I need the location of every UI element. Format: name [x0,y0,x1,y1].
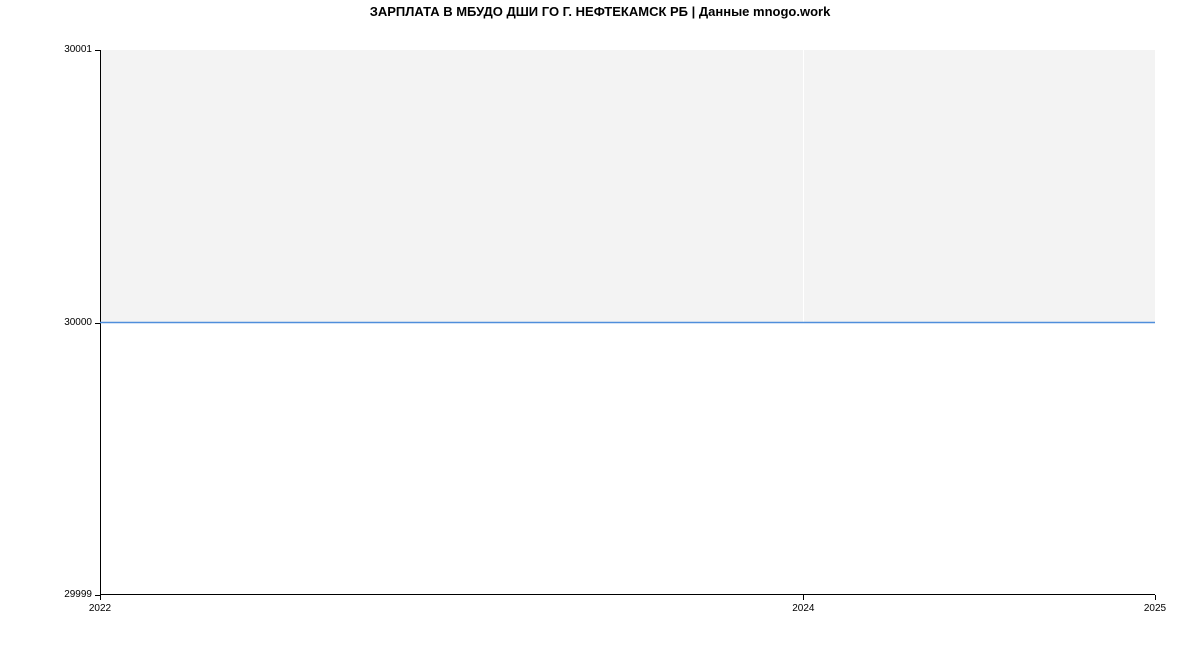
y-tick-label: 30001 [64,44,92,55]
plot-area [100,50,1155,595]
x-tick-label: 2024 [792,603,814,614]
y-tick-mark [95,323,100,324]
y-tick-mark [95,50,100,51]
x-tick-label: 2025 [1144,603,1166,614]
x-tick-label: 2022 [89,603,111,614]
x-tick-mark [1155,595,1156,600]
chart-root: ЗАРПЛАТА В МБУДО ДШИ ГО Г. НЕФТЕКАМСК РБ… [0,0,1200,650]
y-tick-label: 29999 [64,589,92,600]
y-tick-label: 30000 [64,317,92,328]
series-salary [100,50,1155,595]
chart-title: ЗАРПЛАТА В МБУДО ДШИ ГО Г. НЕФТЕКАМСК РБ… [0,4,1200,19]
x-tick-mark [100,595,101,600]
x-tick-mark [803,595,804,600]
